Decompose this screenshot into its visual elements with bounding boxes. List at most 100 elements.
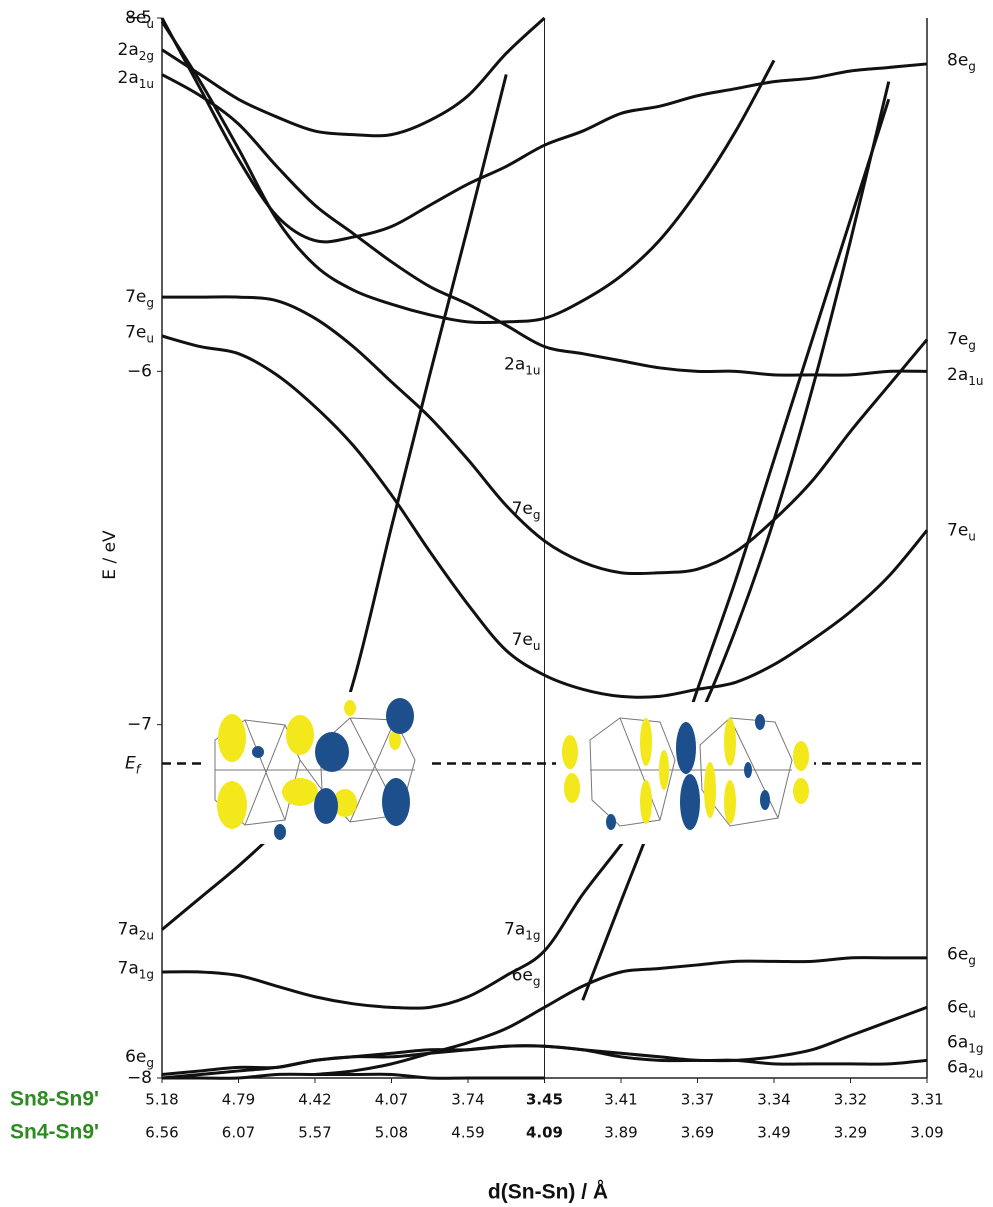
label-base: 8e bbox=[125, 8, 146, 28]
x-tick-label: 5.18 bbox=[145, 1091, 178, 1109]
label-base: 6a bbox=[947, 1057, 968, 1077]
label-sub: 2u bbox=[139, 928, 154, 942]
label-base: 2a bbox=[118, 40, 139, 60]
label-sub: u bbox=[968, 529, 976, 543]
label-sub: 2u bbox=[968, 1066, 983, 1080]
label-sub: 1g bbox=[525, 928, 540, 942]
x-tick-label: 3.32 bbox=[834, 1091, 867, 1109]
label-sub: 1g bbox=[968, 1041, 983, 1055]
label-base: 7e bbox=[125, 287, 146, 307]
label-sub: 2g bbox=[139, 48, 154, 62]
level-label: 6a2u bbox=[947, 1057, 983, 1080]
level-curve bbox=[314, 956, 927, 1076]
label-base: 7a bbox=[118, 958, 139, 978]
level-label: 7eu bbox=[947, 520, 976, 543]
label-sub: g bbox=[968, 953, 976, 967]
x-tick-label: 3.74 bbox=[451, 1091, 484, 1109]
label-base: 7e bbox=[512, 630, 533, 650]
label-base: 8e bbox=[947, 50, 968, 70]
label-sub: u bbox=[968, 1006, 976, 1020]
x-row-name: Sn8-Sn9' bbox=[10, 1088, 99, 1111]
x-row-name: Sn4-Sn9' bbox=[10, 1121, 99, 1144]
level-curve bbox=[161, 1044, 928, 1080]
label-base: E bbox=[125, 754, 136, 774]
label-base: 6e bbox=[947, 997, 968, 1017]
x-tick-label: 3.45 bbox=[526, 1091, 563, 1109]
label-base: 7e bbox=[512, 499, 533, 519]
label-base: 7e bbox=[947, 520, 968, 540]
orbital-left bbox=[205, 692, 427, 844]
x-tick-label: 3.49 bbox=[757, 1124, 790, 1142]
label-sub: f bbox=[136, 762, 142, 776]
label-sub: 1u bbox=[968, 373, 983, 387]
orbital-images bbox=[205, 692, 814, 844]
x-tick-label: 3.41 bbox=[604, 1091, 637, 1109]
level-curve bbox=[161, 334, 929, 699]
y-tick-label: −5 bbox=[127, 8, 152, 28]
label-base: 7e bbox=[947, 330, 968, 350]
x-tick-label: 3.29 bbox=[834, 1124, 867, 1142]
level-curve bbox=[161, 74, 508, 931]
label-base: 6e bbox=[125, 1047, 146, 1067]
x-axis-title: d(Sn-Sn) / Å bbox=[488, 1180, 608, 1204]
level-label: 2a1u bbox=[504, 354, 540, 377]
level-label: 7a1g bbox=[504, 920, 541, 943]
x-tick-label: 4.42 bbox=[298, 1091, 331, 1109]
x-tick-label: 6.07 bbox=[222, 1124, 255, 1142]
label-sub: g bbox=[146, 1055, 154, 1069]
x-tick-label: 4.79 bbox=[222, 1091, 255, 1109]
label-sub: 1u bbox=[525, 363, 540, 377]
label-sub: g bbox=[968, 59, 976, 73]
label-sub: u bbox=[533, 638, 541, 652]
level-label: 6eg bbox=[125, 1047, 154, 1070]
level-curve bbox=[581, 98, 891, 1001]
level-label: 7a2u bbox=[118, 920, 154, 943]
y-tick-label: −6 bbox=[127, 361, 152, 381]
level-label: 7eu bbox=[125, 322, 154, 345]
x-tick-label: 3.09 bbox=[910, 1124, 943, 1142]
level-curve bbox=[160, 17, 928, 244]
label-base: 2a bbox=[947, 365, 968, 385]
orbital-right bbox=[556, 702, 814, 844]
level-label: 6eg bbox=[512, 966, 541, 989]
level-curve bbox=[161, 81, 891, 1010]
x-tick-label: 3.34 bbox=[757, 1091, 790, 1109]
label-sub: 1u bbox=[139, 77, 154, 91]
x-tick-label: 5.08 bbox=[375, 1124, 408, 1142]
x-tick-label: 3.89 bbox=[604, 1124, 637, 1142]
x-tick-label: 4.59 bbox=[451, 1124, 484, 1142]
x-tick-label: 3.31 bbox=[910, 1091, 943, 1109]
level-label: 7eg bbox=[125, 287, 154, 310]
level-curve bbox=[161, 1072, 545, 1080]
level-curve bbox=[160, 20, 776, 325]
level-curve bbox=[162, 295, 929, 576]
level-label: 7eg bbox=[947, 330, 976, 353]
y-tick-label: −8 bbox=[127, 1068, 152, 1088]
label-sub: g bbox=[533, 508, 541, 522]
level-label: 7eu bbox=[512, 630, 541, 653]
label-base: 6a bbox=[947, 1033, 968, 1053]
x-tick-label: 6.56 bbox=[145, 1124, 178, 1142]
label-base: 6e bbox=[947, 944, 968, 964]
label-sub: u bbox=[146, 17, 154, 31]
level-curve bbox=[161, 16, 546, 138]
x-tick-label: 3.69 bbox=[681, 1124, 714, 1142]
label-sub: u bbox=[146, 331, 154, 345]
level-label: 8eu bbox=[125, 8, 154, 31]
x-tick-label: 4.07 bbox=[375, 1091, 408, 1109]
label-base: 2a bbox=[504, 354, 525, 374]
label-base: 7a bbox=[118, 920, 139, 940]
y-axis-title: E / eV bbox=[100, 530, 120, 580]
level-label: 8eg bbox=[947, 50, 976, 73]
label-base: 7e bbox=[125, 322, 146, 342]
label-base: 6e bbox=[512, 966, 533, 986]
label-base: 2a bbox=[118, 68, 139, 88]
y-tick-label: −7 bbox=[127, 715, 152, 735]
x-tick-label: 5.57 bbox=[298, 1124, 331, 1142]
x-tick-label: 3.37 bbox=[681, 1091, 714, 1109]
level-label: 2a1u bbox=[947, 365, 983, 388]
level-label: 6eu bbox=[947, 997, 976, 1020]
level-label: 7a1g bbox=[118, 958, 155, 981]
